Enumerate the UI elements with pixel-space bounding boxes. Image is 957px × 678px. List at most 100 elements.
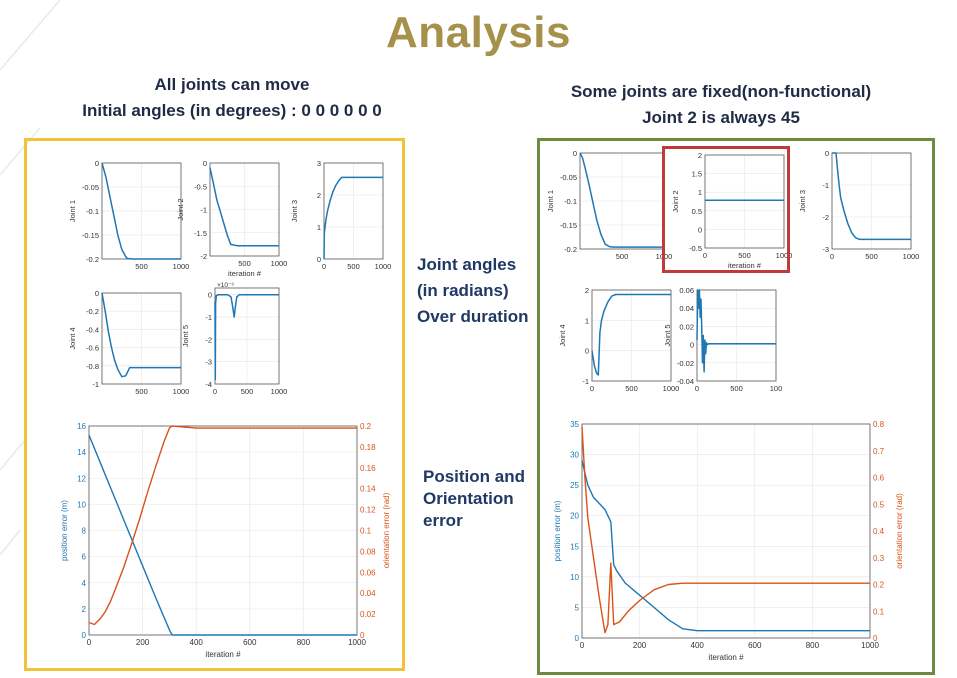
grid (696, 289, 777, 382)
y-axis-label: Joint 1 (68, 200, 77, 222)
y-tick-label: -3 (205, 358, 212, 367)
x-tick-label: 0 (322, 262, 326, 271)
series-line-0 (214, 293, 279, 381)
y2-tick-label: 0.16 (360, 464, 376, 473)
y-tick-label: 0.06 (679, 286, 694, 295)
y-tick-label: 2 (585, 286, 589, 295)
y-tick-label: 2 (82, 605, 87, 614)
x-tick-label: 0 (87, 638, 92, 647)
y-tick-label: 0 (82, 631, 87, 640)
y-tick-label: -0.05 (560, 173, 577, 182)
x-tick-label: 800 (806, 641, 820, 650)
y-tick-label: -0.04 (677, 377, 694, 386)
y-tick-label: -0.1 (564, 197, 577, 206)
series-line-1 (88, 425, 357, 626)
y-tick-label: -0.5 (194, 182, 207, 191)
grid (88, 425, 358, 636)
x-tick-label: 500 (738, 251, 751, 260)
y-tick-label: -0.15 (82, 231, 99, 240)
y-tick-label: 1 (698, 188, 702, 197)
series-line-0 (323, 176, 383, 260)
y2-tick-label: 0.3 (873, 554, 885, 563)
y2-tick-label: 0.18 (360, 443, 376, 452)
y-axis-label: Joint 2 (176, 198, 185, 220)
y-axis-label: Joint 4 (558, 324, 567, 346)
x-tick-label: 1000 (271, 387, 288, 396)
x-tick-label: 100 (770, 384, 783, 393)
y-tick-label: 3 (317, 159, 321, 168)
x-tick-label: 800 (297, 638, 311, 647)
right-joint5-chart: 0 500 100 0.06 0.04 0.02 0 -0.02 -0.04 Joint 5 (663, 286, 783, 393)
y-tick-label: 0.5 (692, 207, 702, 216)
plot-frame (209, 162, 280, 257)
y-tick-label: 0.02 (679, 322, 694, 331)
y-tick-label: 35 (570, 420, 579, 429)
y-tick-label: 6 (82, 553, 87, 562)
y2-tick-label: 0.6 (873, 474, 885, 483)
y-axis-label: Joint 1 (546, 190, 555, 212)
y2-axis-label: orientation error (rad) (382, 492, 391, 568)
y-tick-label: 0 (208, 291, 212, 300)
right-joint3-chart: 0 500 1000 0 -1 -2 -3 Joint 3 (798, 149, 919, 261)
grid (102, 292, 182, 385)
y-tick-label: -0.05 (82, 183, 99, 192)
y-axis-label: Joint 3 (290, 200, 299, 222)
x-tick-label: 1000 (375, 262, 392, 271)
grid (214, 288, 280, 385)
y2-tick-label: 0.2 (873, 581, 885, 590)
joint-angles-label-line2: (in radians) (417, 281, 509, 300)
x-tick-label: 1000 (271, 259, 288, 268)
y-tick-label: 0 (95, 159, 99, 168)
y-tick-label: 1 (317, 223, 321, 232)
y-tick-label: -1 (200, 206, 207, 215)
page-title: Analysis (386, 8, 571, 57)
y2-tick-label: 0.8 (873, 420, 885, 429)
right-error-chart: 0 200 400 600 800 10000510152025303500.10.20.… (553, 420, 904, 662)
y-tick-label: -0.6 (86, 344, 99, 353)
x-tick-label: 500 (135, 262, 148, 271)
x-tick-label: 1000 (663, 384, 680, 393)
x-tick-label: 500 (135, 387, 148, 396)
x-tick-label: 0 (580, 641, 585, 650)
x-axis-label: iteration # (205, 650, 241, 659)
x-tick-label: 1000 (173, 387, 190, 396)
plot-frame (831, 152, 912, 250)
y-tick-label: -1 (582, 377, 589, 386)
y-tick-label: 0 (575, 634, 580, 643)
y-tick-label: 5 (575, 603, 580, 612)
y-tick-label: 0 (698, 225, 702, 234)
series-line-0 (696, 289, 776, 373)
y2-tick-label: 0.06 (360, 568, 376, 577)
x-tick-label: 1000 (776, 251, 793, 260)
y-axis-label: Joint 4 (68, 327, 77, 349)
x-tick-label: 600 (748, 641, 762, 650)
x-tick-label: 0 (703, 251, 707, 260)
y-tick-label: -4 (205, 380, 212, 389)
y-tick-label: -2 (822, 213, 829, 222)
joint2-highlight-box (662, 146, 790, 273)
x-axis-label: iteration # (228, 269, 262, 278)
y-tick-label: 30 (570, 451, 579, 460)
plot-frame (101, 292, 182, 385)
x-tick-label: 500 (730, 384, 743, 393)
y-axis-label: Joint 2 (671, 190, 680, 212)
y-tick-label: -0.4 (86, 325, 99, 334)
y-tick-label: 2 (698, 151, 702, 160)
left-joint1-chart: 500 1000 0 -0.05 -0.1 -0.15 -0.2 Joint 1 (68, 159, 189, 271)
y-tick-label: 14 (77, 448, 86, 457)
y2-tick-label: 0 (873, 634, 878, 643)
y-tick-label: -1.5 (194, 229, 207, 238)
y-multiplier-label: ×10⁻³ (217, 282, 234, 289)
series-line-0 (209, 167, 279, 247)
y-tick-label: -1 (822, 181, 829, 190)
right-panel-frame (537, 138, 935, 675)
y-tick-label: 20 (570, 512, 579, 521)
series-line-0 (101, 292, 181, 378)
y-tick-label: 12 (77, 474, 86, 483)
right-caption-line2: Joint 2 is always 45 (642, 108, 800, 127)
y-tick-label: -0.02 (677, 359, 694, 368)
joint-angles-label-line3: Over duration (417, 307, 529, 326)
